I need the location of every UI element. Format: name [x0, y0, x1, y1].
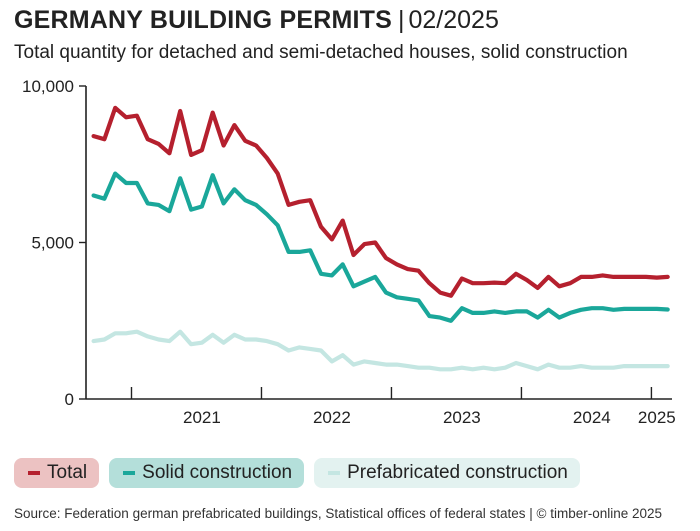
- legend-label-total: Total: [47, 462, 88, 483]
- legend-swatch-total: [28, 471, 40, 475]
- series-line-solid-construction: [91, 171, 670, 323]
- series-line-total: [91, 105, 670, 298]
- legend-swatch-solid: [123, 471, 136, 475]
- x-tick-label-3: 2024: [573, 408, 611, 427]
- chart-legend: Total Solid construction Prefabricated c…: [14, 458, 580, 488]
- legend-item-total: Total: [14, 458, 100, 488]
- series-line-prefabricated-construction: [91, 329, 670, 372]
- legend-swatch-prefab: [328, 471, 341, 475]
- title-main: GERMANY BUILDING PERMITS: [14, 6, 392, 34]
- x-tick-label-2: 2023: [443, 408, 481, 427]
- title-separator: |: [397, 6, 405, 34]
- chart-subtitle: Total quantity for detached and semi-det…: [14, 42, 628, 63]
- chart-title: GERMANY BUILDING PERMITS | 02/2025: [14, 6, 499, 35]
- title-date: 02/2025: [408, 6, 499, 34]
- source-note: Source: Federation german prefabricated …: [14, 506, 663, 521]
- legend-label-prefab: Prefabricated construction: [347, 462, 568, 483]
- x-tick-label-0: 2021: [183, 408, 221, 427]
- y-tick-label-1: 5,000: [31, 234, 74, 253]
- y-tick-label-0: 0: [65, 390, 74, 409]
- x-tick-label-4: 2025: [638, 408, 676, 427]
- legend-item-solid: Solid construction: [109, 458, 305, 488]
- line-chart: 0 5,000 10,000 2021 2022 2023 2024 2025: [22, 77, 676, 427]
- legend-item-prefab: Prefabricated construction: [314, 458, 580, 488]
- x-tick-label-1: 2022: [313, 408, 351, 427]
- legend-label-solid: Solid construction: [142, 462, 293, 483]
- y-tick-label-2: 10,000: [22, 77, 74, 96]
